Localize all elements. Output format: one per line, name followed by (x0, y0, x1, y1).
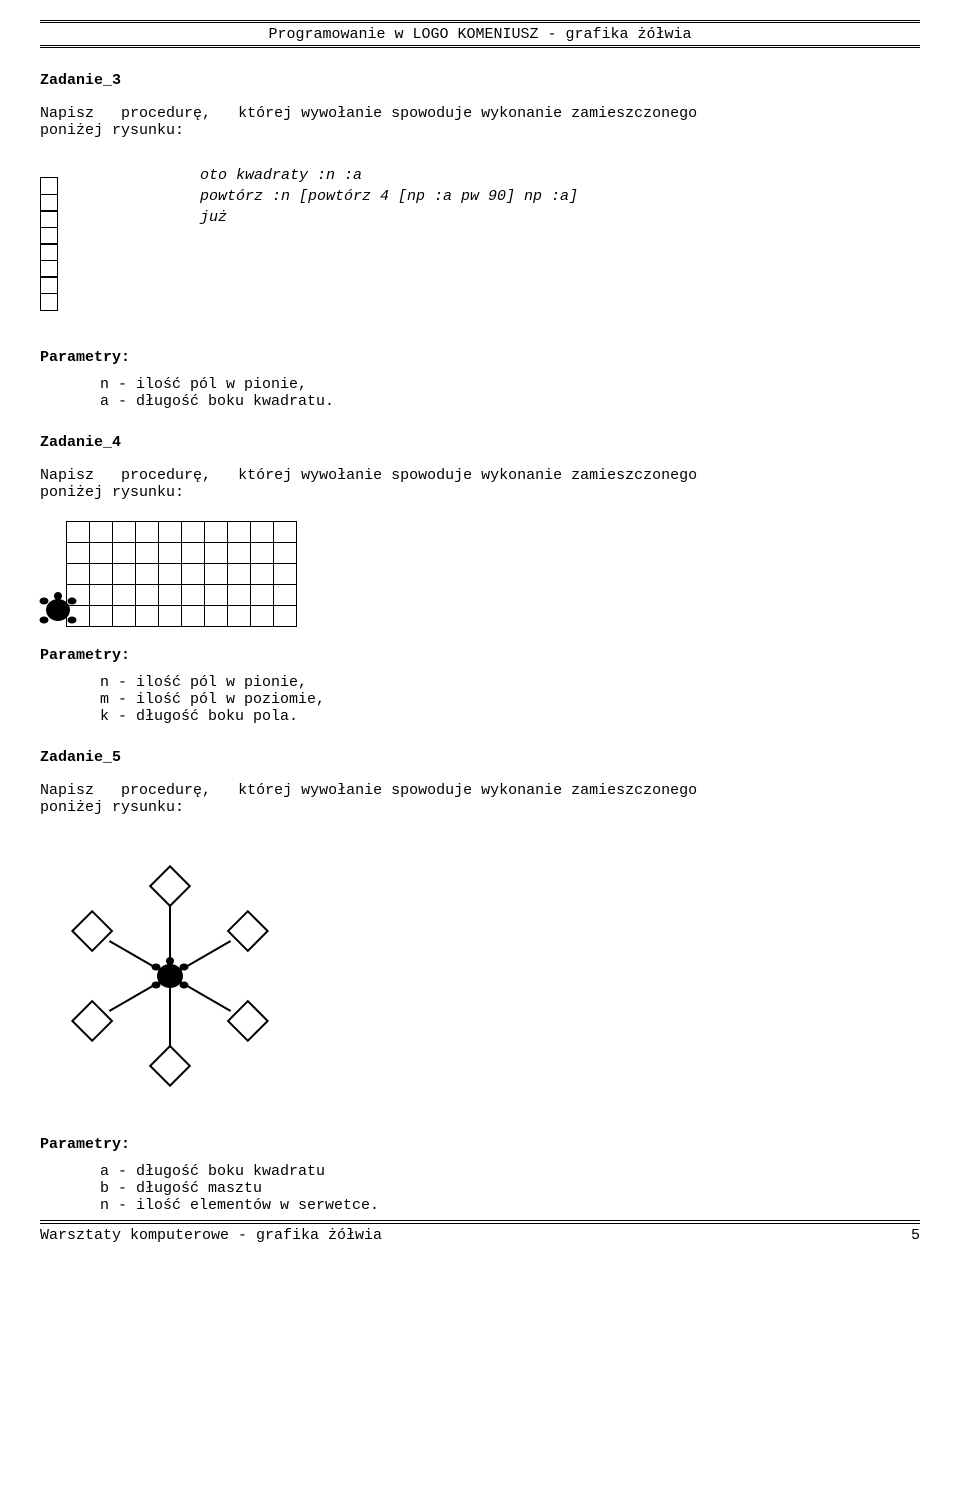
text: Napisz (40, 467, 94, 484)
zadanie3-title: Zadanie_3 (40, 72, 920, 89)
zadanie4-figure (40, 521, 300, 627)
text: której wywołanie spowoduje wykonanie zam… (238, 782, 697, 799)
footer-left: Warsztaty komputerowe - grafika żółwia (40, 1227, 382, 1244)
zadanie3-figure-row: oto kwadraty :n :a powtórz :n [powtórz 4… (40, 159, 920, 331)
code-line: już (200, 207, 578, 228)
text: procedurę, (121, 782, 211, 799)
zadanie5-title: Zadanie_5 (40, 749, 920, 766)
turtle-icon (36, 590, 80, 635)
zadanie4-params: n - ilość pól w pionie, m - ilość pól w … (100, 674, 920, 725)
param: a - długość boku kwadratu (100, 1163, 920, 1180)
param: b - długość masztu (100, 1180, 920, 1197)
text: Napisz (40, 782, 94, 799)
zadanie3-code: oto kwadraty :n :a powtórz :n [powtórz 4… (200, 165, 578, 228)
zadanie4-title: Zadanie_4 (40, 434, 920, 451)
header-block: Programowanie w LOGO KOMENIUSZ - grafika… (40, 20, 920, 48)
param: n - ilość pól w pionie, (100, 376, 920, 393)
zadanie3-intro: Napisz procedurę, której wywołanie spowo… (40, 105, 920, 122)
param: n - ilość elementów w serwetce. (100, 1197, 920, 1214)
zadanie5-intro2: poniżej rysunku: (40, 799, 920, 816)
param: k - długość boku pola. (100, 708, 920, 725)
param: n - ilość pól w pionie, (100, 674, 920, 691)
code-line: oto kwadraty :n :a (200, 165, 578, 186)
page: Programowanie w LOGO KOMENIUSZ - grafika… (0, 0, 960, 1264)
zadanie3-params-label: Parametry: (40, 349, 920, 366)
zadanie3-params: n - ilość pól w pionie, a - długość boku… (100, 376, 920, 410)
zadanie4-grid (66, 521, 297, 627)
header-title: Programowanie w LOGO KOMENIUSZ - grafika… (40, 24, 920, 45)
text: procedurę, (121, 105, 211, 122)
param: a - długość boku kwadratu. (100, 393, 920, 410)
footer-page-number: 5 (911, 1227, 920, 1244)
zadanie5-params: a - długość boku kwadratu b - długość ma… (100, 1163, 920, 1214)
text: Napisz (40, 105, 94, 122)
code-line: powtórz :n [powtórz 4 [np :a pw 90] np :… (200, 186, 578, 207)
zadanie5-params-label: Parametry: (40, 1136, 920, 1153)
zadanie4-intro: Napisz procedurę, której wywołanie spowo… (40, 467, 920, 484)
text: procedurę, (121, 467, 211, 484)
text: której wywołanie spowoduje wykonanie zam… (238, 105, 697, 122)
zadanie5-intro: Napisz procedurę, której wywołanie spowo… (40, 782, 920, 799)
footer-block: Warsztaty komputerowe - grafika żółwia 5 (40, 1220, 920, 1244)
param: m - ilość pól w poziomie, (100, 691, 920, 708)
zadanie3-figure (40, 177, 60, 311)
zadanie3-intro2: poniżej rysunku: (40, 122, 920, 139)
zadanie4-params-label: Parametry: (40, 647, 920, 664)
text: której wywołanie spowoduje wykonanie zam… (238, 467, 697, 484)
snowflake-svg (40, 836, 300, 1116)
zadanie5-figure (40, 836, 300, 1116)
zadanie4-intro2: poniżej rysunku: (40, 484, 920, 501)
